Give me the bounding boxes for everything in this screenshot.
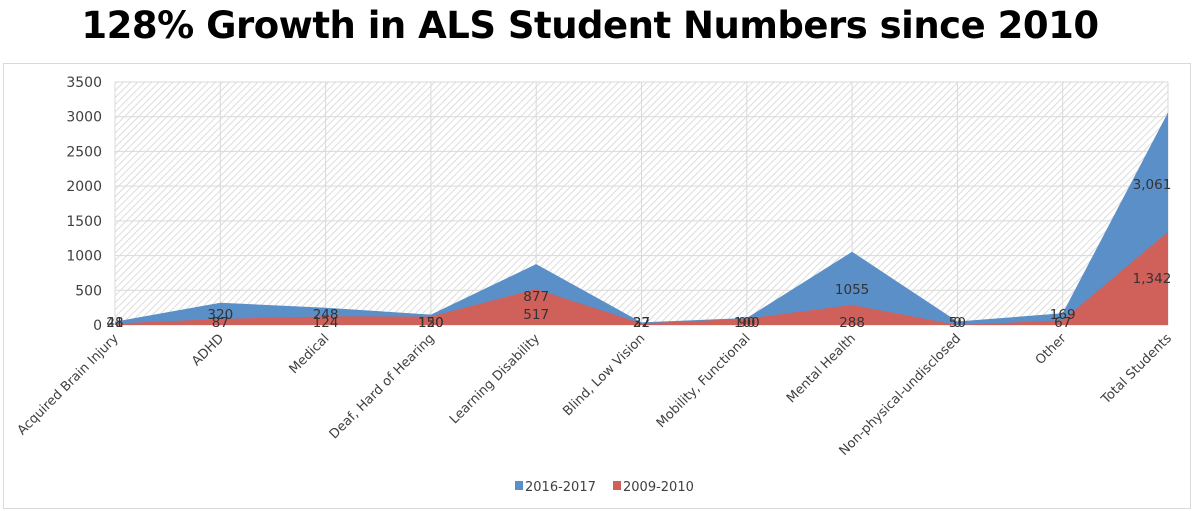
data-label: 320 [207, 307, 233, 323]
data-label: 517 [523, 307, 549, 323]
data-label: 50 [949, 315, 966, 331]
data-labels: 48 320 248 150 877 37 100 1055 50 169 3,061 21 87 124… [106, 177, 1171, 331]
data-label: 100 [734, 315, 760, 331]
data-label: 288 [839, 315, 865, 331]
data-label: 3,061 [1133, 177, 1172, 193]
x-tick-label: Mental Health [784, 331, 859, 406]
legend-label: 2016-2017 [525, 480, 596, 495]
legend: 2016-2017 2009-2010 [515, 480, 694, 495]
y-tick-label: 0 [93, 318, 102, 334]
y-tick-label: 2500 [66, 144, 102, 160]
x-tick-label: Blind, Low Vision [560, 331, 648, 419]
y-tick-label: 1500 [66, 214, 102, 230]
y-tick-label: 2000 [66, 179, 102, 195]
data-label: 169 [1050, 307, 1076, 323]
x-tick-label: Deaf, Hard of Hearing [327, 331, 438, 442]
x-tick-label: ADHD [189, 331, 227, 369]
legend-label: 2009-2010 [623, 480, 694, 495]
data-label: 120 [418, 315, 444, 331]
y-tick-label: 1000 [66, 249, 102, 265]
data-label: 248 [313, 307, 339, 323]
data-label: 150 [418, 315, 444, 331]
x-tick-label: Non-physical-undisclosed [837, 331, 965, 459]
data-label: 48 [106, 315, 123, 331]
data-label: 21 [106, 315, 123, 331]
y-axis: 0 500 1000 1500 2000 2500 3000 3500 [66, 75, 102, 334]
chart-title: 128% Growth in ALS Student Numbers since… [81, 4, 1099, 47]
data-label: 0 [953, 315, 962, 331]
y-tick-label: 500 [75, 283, 102, 299]
area-2016-2017 [115, 112, 1168, 325]
x-tick-label: Total Students [1098, 331, 1175, 408]
data-label: 1,342 [1133, 271, 1172, 287]
legend-swatch [515, 481, 523, 490]
legend-swatch [613, 481, 621, 490]
x-tick-label: Medical [287, 331, 333, 377]
data-label: 37 [633, 315, 650, 331]
data-label: 87 [212, 315, 229, 331]
data-label: 1055 [835, 282, 869, 298]
data-label: 90 [738, 315, 755, 331]
x-tick-label: Other [1033, 331, 1070, 368]
series-areas [115, 112, 1168, 325]
data-label: 124 [313, 315, 339, 331]
gridlines [114, 81, 1169, 326]
x-tick-label: Learning Disability [447, 331, 543, 427]
data-label: 67 [1054, 315, 1071, 331]
y-tick-label: 3000 [66, 110, 102, 126]
x-tick-label: Mobility, Functional [654, 331, 754, 431]
data-label: 877 [523, 289, 549, 305]
chart-frame [3, 63, 1191, 509]
y-tick-label: 3500 [66, 75, 102, 91]
x-tick-label: Acquired Brain Injury [15, 331, 122, 438]
data-label: 22 [633, 315, 650, 331]
